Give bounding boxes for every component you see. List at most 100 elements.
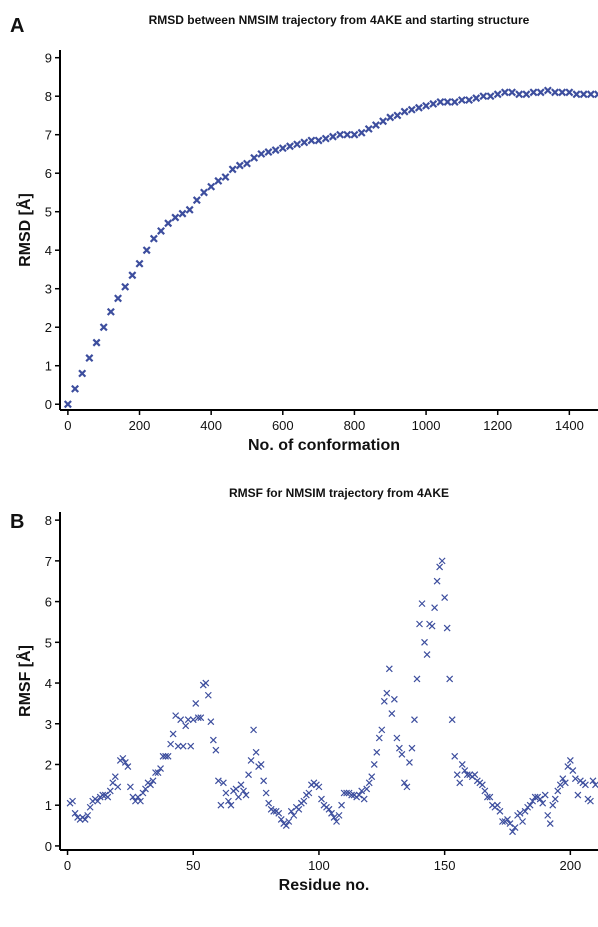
marker <box>486 92 495 101</box>
marker <box>307 136 316 145</box>
marker <box>422 101 431 110</box>
marker <box>515 90 524 99</box>
y-tick-label: 4 <box>45 243 52 258</box>
marker <box>360 795 368 803</box>
marker <box>227 801 235 809</box>
marker <box>314 136 323 145</box>
marker <box>275 809 283 817</box>
marker <box>574 791 582 799</box>
y-tick-label: 2 <box>45 757 52 772</box>
marker <box>262 789 270 797</box>
marker <box>493 90 502 99</box>
marker <box>184 716 192 724</box>
x-tick-label: 200 <box>559 858 581 873</box>
marker <box>152 769 159 777</box>
marker <box>109 779 117 787</box>
marker <box>114 294 123 303</box>
marker <box>556 781 564 789</box>
y-tick-label: 8 <box>45 89 52 104</box>
marker <box>219 779 227 787</box>
y-tick-label: 3 <box>45 282 52 297</box>
marker <box>300 138 309 147</box>
marker <box>368 773 376 781</box>
panel-label: A <box>10 15 24 37</box>
marker <box>343 130 352 139</box>
marker <box>171 213 180 222</box>
marker <box>438 557 446 565</box>
marker <box>406 759 413 766</box>
marker <box>250 726 258 734</box>
marker <box>182 722 190 730</box>
marker <box>333 818 340 825</box>
marker <box>500 88 509 97</box>
y-tick-label: 1 <box>45 798 52 813</box>
marker <box>592 781 598 789</box>
marker <box>94 797 102 805</box>
marker <box>529 797 537 805</box>
marker <box>212 746 220 754</box>
marker <box>521 807 529 815</box>
marker <box>285 818 293 825</box>
marker <box>429 99 438 108</box>
marker <box>197 714 205 722</box>
marker <box>589 777 597 785</box>
marker <box>340 789 348 797</box>
marker <box>179 742 187 750</box>
marker <box>192 699 200 707</box>
marker <box>290 811 298 819</box>
marker <box>348 791 356 799</box>
marker <box>436 98 445 106</box>
marker <box>586 90 595 99</box>
marker <box>509 828 516 836</box>
marker <box>529 88 538 97</box>
marker <box>128 271 137 280</box>
marker <box>85 354 94 362</box>
marker <box>543 86 552 95</box>
marker <box>522 90 531 99</box>
marker <box>300 797 308 805</box>
marker <box>559 775 567 783</box>
marker <box>388 710 396 718</box>
marker <box>121 282 130 291</box>
marker <box>106 787 114 795</box>
marker <box>472 94 481 103</box>
y-tick-label: 5 <box>45 205 52 220</box>
marker <box>413 675 421 683</box>
marker <box>321 134 330 143</box>
marker <box>121 759 129 766</box>
x-tick-label: 50 <box>186 858 200 873</box>
marker <box>126 783 134 791</box>
y-tick-label: 7 <box>45 128 52 143</box>
marker <box>106 307 115 316</box>
x-tick-label: 200 <box>129 418 151 433</box>
marker <box>81 816 89 823</box>
marker <box>436 563 444 571</box>
marker <box>378 726 386 734</box>
marker <box>214 777 222 785</box>
marker <box>189 716 197 724</box>
y-tick-label: 7 <box>45 554 52 569</box>
marker <box>134 793 142 801</box>
marker <box>71 384 80 393</box>
marker <box>450 98 459 106</box>
marker <box>232 785 240 793</box>
marker <box>207 718 215 726</box>
marker <box>526 801 534 809</box>
y-axis-title: RMSF [Å] <box>15 645 34 717</box>
marker <box>124 763 132 770</box>
marker <box>157 765 164 772</box>
marker <box>177 716 185 724</box>
marker <box>458 761 466 768</box>
marker <box>154 769 162 777</box>
y-tick-label: 6 <box>45 595 52 610</box>
chart-title: RMSD between NMSIM trajectory from 4AKE … <box>149 13 530 27</box>
marker <box>78 369 87 378</box>
marker <box>99 791 107 799</box>
marker <box>421 638 428 646</box>
x-tick-label: 150 <box>434 858 456 873</box>
marker <box>242 159 251 168</box>
marker <box>159 752 167 760</box>
marker <box>129 793 137 801</box>
marker <box>499 818 506 825</box>
marker <box>114 783 122 791</box>
